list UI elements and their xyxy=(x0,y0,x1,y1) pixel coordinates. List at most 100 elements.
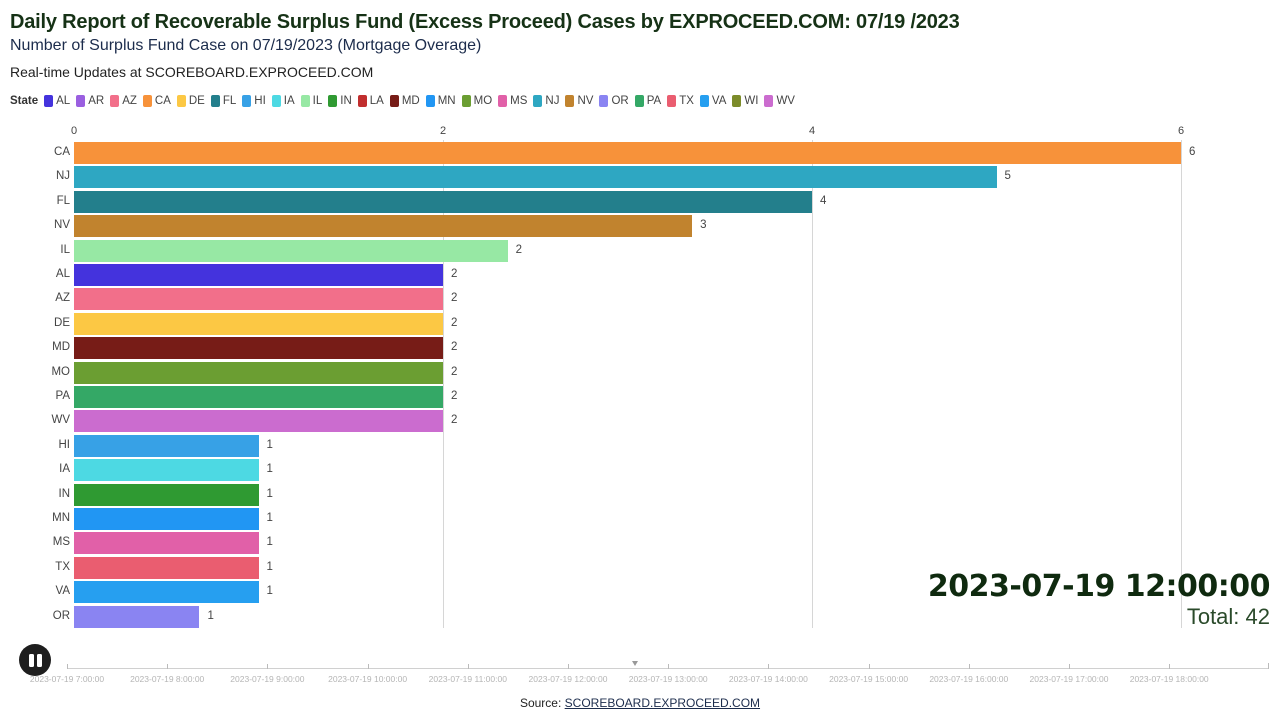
timeline-handle[interactable] xyxy=(632,661,638,666)
timeline-label: 2023-07-19 15:00:00 xyxy=(829,674,909,684)
legend-item-in[interactable]: IN xyxy=(328,95,352,107)
bar-category-label: IN xyxy=(58,487,71,500)
bar-row-mo: MO 2 xyxy=(0,361,1280,384)
bar-value-label: 2 xyxy=(451,316,458,329)
legend-item-la[interactable]: LA xyxy=(357,95,384,107)
legend-label: VA xyxy=(711,95,727,107)
bar-category-label: HI xyxy=(58,438,71,451)
timeline-label: 2023-07-19 11:00:00 xyxy=(428,674,507,684)
legend-item-wv[interactable]: WV xyxy=(764,95,795,107)
legend-item-ia[interactable]: IA xyxy=(271,95,295,107)
bar-ca[interactable] xyxy=(74,142,1181,164)
gridline xyxy=(812,140,813,628)
legend-item-mo[interactable]: MO xyxy=(461,95,492,107)
legend-item-fl[interactable]: FL xyxy=(210,95,236,107)
legend-swatch xyxy=(110,95,120,107)
time-display: 2023-07-19 12:00:00 Total: 42 xyxy=(928,570,1271,630)
legend: State AL AR AZ CA DE FL HI IA IL IN LA MD MN MO MS NJ NV… xyxy=(10,95,801,107)
legend-item-nj[interactable]: NJ xyxy=(533,95,559,107)
x-tick-label: 6 xyxy=(1177,125,1185,137)
timeline-tick xyxy=(67,664,68,669)
legend-item-ca[interactable]: CA xyxy=(142,95,171,107)
bar-nv[interactable] xyxy=(74,215,693,238)
legend-item-az[interactable]: AZ xyxy=(110,95,137,107)
timeline-end-tick xyxy=(1268,663,1269,669)
timeline-tick xyxy=(768,664,770,669)
bar-ms[interactable] xyxy=(74,532,259,555)
legend-item-pa[interactable]: PA xyxy=(634,95,661,107)
bar-az[interactable] xyxy=(74,288,443,311)
bar-category-label: IA xyxy=(59,463,70,476)
legend-label: MS xyxy=(510,95,528,107)
bar-wv[interactable] xyxy=(74,410,443,433)
bar-value-label: 2 xyxy=(451,365,458,378)
source-link[interactable]: SCOREBOARD.EXPROCEED.COM xyxy=(564,696,761,710)
bar-value-label: 2 xyxy=(515,243,522,256)
timeline-tick xyxy=(668,664,670,669)
bar-category-label: MN xyxy=(52,512,70,524)
legend-item-al[interactable]: AL xyxy=(44,95,70,107)
bar-il[interactable] xyxy=(74,239,508,262)
legend-item-mn[interactable]: MN xyxy=(425,95,456,107)
bar-category-label: OR xyxy=(52,609,70,622)
bar-row-nv: NV 3 xyxy=(0,215,1280,238)
x-tick-label: 2 xyxy=(439,125,447,137)
legend-item-tx[interactable]: TX xyxy=(667,95,694,107)
bar-or[interactable] xyxy=(74,605,200,628)
legend-item-or[interactable]: OR xyxy=(599,95,629,107)
bar-nj[interactable] xyxy=(74,166,997,189)
bar-md[interactable] xyxy=(74,337,443,360)
legend-item-ar[interactable]: AR xyxy=(76,95,104,107)
legend-swatch xyxy=(461,95,471,107)
bar-value-label: 2 xyxy=(451,268,458,280)
pause-button[interactable] xyxy=(19,644,51,676)
bar-mo[interactable] xyxy=(74,361,443,384)
legend-item-hi[interactable]: HI xyxy=(242,95,266,107)
legend-item-nv[interactable]: NV xyxy=(565,95,593,107)
bar-ia[interactable] xyxy=(74,459,259,482)
bar-row-tx: TX 1 xyxy=(0,556,1280,579)
bar-value-label: 1 xyxy=(266,438,273,451)
legend-swatch xyxy=(76,95,86,107)
bar-fl[interactable] xyxy=(74,190,812,213)
bar-row-wv: WV 2 xyxy=(0,410,1280,433)
bar-in[interactable] xyxy=(74,483,259,506)
bar-category-label: NV xyxy=(54,219,70,232)
bar-mn[interactable] xyxy=(74,508,259,530)
timeline-label: 2023-07-19 18:00:00 xyxy=(1129,674,1209,684)
bar-category-label: MS xyxy=(52,536,70,549)
legend-item-wi[interactable]: WI xyxy=(732,95,758,107)
bar-category-label: VA xyxy=(55,585,71,598)
legend-item-va[interactable]: VA xyxy=(699,95,727,107)
bar-hi[interactable] xyxy=(74,434,259,457)
legend-swatch xyxy=(498,95,508,107)
bar-pa[interactable] xyxy=(74,386,443,408)
bar-category-label: PA xyxy=(55,390,71,402)
bar-row-ia: IA 1 xyxy=(0,459,1280,482)
bar-va[interactable] xyxy=(74,581,259,604)
legend-swatch xyxy=(425,95,435,107)
bar-al[interactable] xyxy=(74,264,443,286)
bar-de[interactable] xyxy=(74,312,443,335)
bar-category-label: CA xyxy=(54,146,70,158)
legend-item-ms[interactable]: MS xyxy=(498,95,527,107)
bar-category-label: DE xyxy=(54,316,70,329)
legend-swatch xyxy=(210,95,220,107)
timeline-tick xyxy=(568,664,569,669)
bar-tx[interactable] xyxy=(74,556,259,579)
pause-icon xyxy=(28,653,34,667)
legend-label: MN xyxy=(437,95,456,107)
legend-label: TX xyxy=(679,95,694,107)
timeline-label: 2023-07-19 12:00:00 xyxy=(528,674,608,684)
legend-swatch xyxy=(565,95,575,107)
legend-item-il[interactable]: IL xyxy=(300,95,322,107)
timeline-label: 2023-07-19 7:00:00 xyxy=(29,674,105,684)
timeline-label: 2023-07-19 9:00:00 xyxy=(230,674,305,684)
timeline-slider[interactable] xyxy=(67,663,1269,669)
legend-item-md[interactable]: MD xyxy=(389,95,420,107)
legend-item-de[interactable]: DE xyxy=(176,95,205,107)
legend-swatch xyxy=(667,95,677,107)
bar-row-de: DE 2 xyxy=(0,312,1280,335)
legend-swatch xyxy=(599,95,609,107)
